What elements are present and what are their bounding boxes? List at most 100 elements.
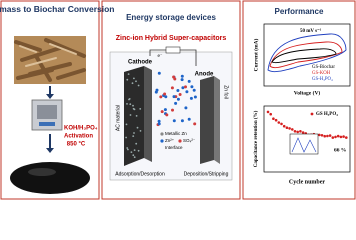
cycling-x-label: Cycle number — [289, 179, 325, 185]
ion — [173, 77, 177, 81]
pore — [139, 130, 142, 132]
pore — [126, 78, 129, 81]
biomass-photo — [14, 36, 86, 84]
pore — [132, 104, 134, 107]
biochar-sheen — [28, 168, 56, 176]
anode-block — [200, 76, 214, 164]
ion — [192, 88, 196, 92]
pore — [126, 103, 128, 105]
biochar-pile — [10, 162, 90, 194]
pore — [135, 115, 138, 117]
retention-point — [339, 135, 343, 139]
ion — [185, 90, 189, 94]
graphical-abstract: Biomass to Biochar Conversion KOH/H₃PO₄ … — [0, 0, 356, 200]
biomass-highlights — [19, 43, 77, 67]
retention-point — [282, 124, 286, 128]
retention-point — [272, 117, 275, 120]
pore — [127, 73, 130, 75]
ion — [176, 97, 180, 101]
pore — [139, 108, 142, 110]
retention-point — [280, 122, 283, 126]
retention-point — [291, 128, 294, 131]
ion — [165, 113, 169, 117]
pore — [132, 154, 135, 157]
pore — [133, 132, 135, 134]
legend-interface: Interface — [165, 145, 183, 150]
retention-point — [328, 134, 332, 137]
ion — [163, 92, 167, 96]
furnace — [31, 99, 63, 131]
cathode-side — [144, 66, 152, 162]
arrow-head — [46, 148, 54, 153]
left-panel — [0, 0, 100, 200]
cathode-block — [124, 66, 144, 166]
pore — [135, 80, 137, 83]
middle-subtitle: Zinc-ion Hybrid Super-capacitors — [116, 35, 227, 42]
pore — [128, 98, 130, 101]
right-title: Performance — [275, 7, 324, 16]
retention-point — [301, 131, 305, 134]
electron-label: e⁻ — [158, 53, 164, 58]
arrow-head — [46, 94, 54, 99]
ion — [170, 86, 174, 90]
retention-point — [274, 118, 278, 122]
pore — [137, 149, 140, 152]
ion — [184, 85, 187, 89]
scan-rate: 50 mV s⁻¹ — [300, 28, 322, 34]
pore — [137, 84, 140, 87]
retention-point — [323, 134, 327, 138]
ion — [189, 96, 193, 100]
legend-marker — [178, 139, 182, 143]
pore — [133, 149, 136, 152]
pore — [136, 126, 139, 129]
ion — [171, 108, 174, 112]
legend-marker — [160, 139, 164, 143]
ion — [164, 95, 168, 99]
anode-label: Anode — [195, 72, 214, 78]
ion — [157, 122, 161, 126]
inset-curve — [291, 137, 317, 153]
cv-curve — [267, 33, 347, 73]
right-panel — [242, 0, 356, 200]
inset — [289, 133, 319, 155]
retention-point — [326, 134, 329, 138]
retention-point — [336, 134, 340, 138]
cv-x-label: Voltage (V) — [294, 89, 321, 96]
ion — [181, 86, 185, 90]
retention-point — [277, 121, 281, 124]
left-title: Biomass to Biochar Conversion — [0, 4, 114, 14]
ion — [193, 95, 197, 99]
pore — [125, 123, 128, 126]
retention-point — [334, 135, 337, 139]
pore — [133, 156, 136, 159]
ion — [180, 74, 184, 78]
pore — [133, 77, 135, 80]
cv-legend: GS-Biochar — [312, 65, 335, 70]
load — [165, 46, 181, 54]
anode-side — [214, 76, 220, 164]
furnace-door — [37, 105, 57, 119]
ion — [159, 95, 163, 99]
ion — [184, 106, 188, 110]
ion — [176, 89, 180, 92]
cv-y-label: Current (mA) — [252, 38, 259, 71]
ion — [172, 119, 176, 123]
ion — [163, 108, 167, 112]
middle-title: Energy storage devices — [126, 13, 216, 22]
pore — [129, 114, 132, 116]
retention-point — [345, 136, 348, 139]
retention-point — [266, 110, 270, 114]
retention-point — [318, 133, 321, 137]
furnace-panel — [39, 122, 55, 126]
biomass-sticks — [14, 38, 86, 82]
cycling-y-label: Capacitance retention (%) — [254, 110, 259, 167]
cv-curve — [269, 41, 343, 69]
ion — [190, 85, 194, 89]
retention-point — [320, 134, 324, 137]
legend-metallic-zn: Metallic Zn — [165, 131, 187, 136]
retention-value: 66 % — [334, 147, 346, 153]
ion — [187, 79, 191, 83]
ion — [160, 110, 164, 114]
legend-sulfate: SO₄²⁻ — [183, 138, 196, 143]
cv-curve — [271, 48, 337, 64]
